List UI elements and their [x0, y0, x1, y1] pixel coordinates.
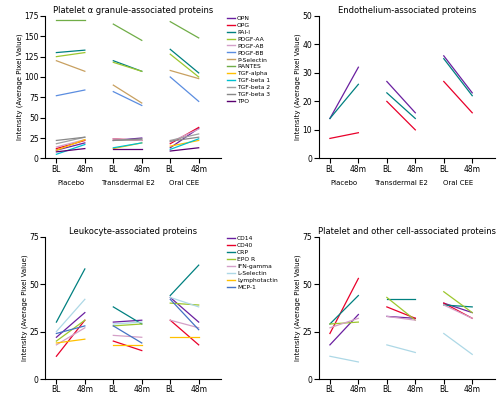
Text: Transdermal E2: Transdermal E2	[374, 180, 428, 186]
Text: Placebo: Placebo	[330, 180, 357, 186]
Y-axis label: Intensity (Average Pixel Value): Intensity (Average Pixel Value)	[294, 255, 301, 361]
Legend: OPN, OPG, PAI-I, PDGF-AA, PDGF-AB, PDGF-BB, P-Selectin, RANTES, TGF-alpha, TGF-b: OPN, OPG, PAI-I, PDGF-AA, PDGF-AB, PDGF-…	[225, 13, 272, 107]
Text: Placebo: Placebo	[57, 180, 84, 186]
Text: Oral CEE: Oral CEE	[443, 180, 473, 186]
Y-axis label: Intensity (Average Pixel Value): Intensity (Average Pixel Value)	[16, 34, 23, 140]
Title: Leukocyte-associated proteins: Leukocyte-associated proteins	[69, 227, 198, 236]
Text: Oral CEE: Oral CEE	[170, 180, 200, 186]
Legend: CD14, CD40, CRP, EPO R, IFN-gamma, L-Selectin, Lymphotactin, MCP-1: CD14, CD40, CRP, EPO R, IFN-gamma, L-Sel…	[225, 234, 280, 292]
Title: Platelet α granule-associated proteins: Platelet α granule-associated proteins	[53, 6, 214, 15]
Y-axis label: Intensity (Average Pixel Value): Intensity (Average Pixel Value)	[294, 34, 301, 140]
Title: Platelet and other cell-associated proteins: Platelet and other cell-associated prote…	[318, 227, 496, 236]
Legend: E-Selectin, VCAM-1, ICAM-1: E-Selectin, VCAM-1, ICAM-1	[498, 13, 500, 37]
Text: Transdermal E2: Transdermal E2	[100, 180, 154, 186]
Legend: MMP-2, MMP-9, TIMP-1, TIMP-2, TNF-alpha, VEGF: MMP-2, MMP-9, TIMP-1, TIMP-2, TNF-alpha,…	[498, 234, 500, 279]
Y-axis label: Intensity (Average Pixel Value): Intensity (Average Pixel Value)	[21, 255, 28, 361]
Title: Endothelium-associated proteins: Endothelium-associated proteins	[338, 6, 476, 15]
